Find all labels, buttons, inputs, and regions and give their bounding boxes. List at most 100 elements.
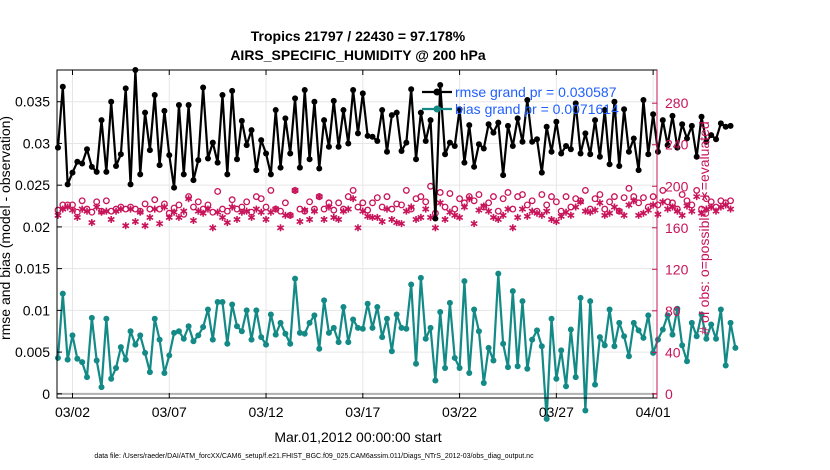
rmse-point xyxy=(359,90,366,97)
x-axis-ticks: 03/02 03/07 03/12 03/17 03/22 03/27 04/01 xyxy=(55,70,671,420)
rmse-point xyxy=(277,164,284,171)
obs-evaluated-stroke xyxy=(673,208,681,214)
bias-point xyxy=(611,343,618,350)
x-axis-label: Mar.01,2012 00:00:00 start xyxy=(274,429,441,445)
rmse-point xyxy=(563,142,570,149)
obs-evaluated-stroke xyxy=(659,199,667,205)
bias-point xyxy=(601,342,608,349)
obs-evaluated-stroke xyxy=(668,204,677,210)
obs-evaluated-stroke xyxy=(388,216,396,223)
obs-evaluated-stroke xyxy=(572,204,580,210)
rmse-point xyxy=(558,150,565,157)
obs-evaluated-stroke xyxy=(562,209,570,215)
obs-evaluated-marker xyxy=(552,218,560,226)
rmse-point xyxy=(572,100,579,107)
bias-point xyxy=(475,328,482,335)
rmse-point xyxy=(480,145,487,152)
obs-evaluated-stroke xyxy=(339,208,348,214)
obs-evaluated-marker xyxy=(349,195,357,203)
bias-point xyxy=(625,353,632,360)
rmse-point xyxy=(543,123,550,130)
obs-evaluated-stroke xyxy=(634,212,643,218)
rmse-point xyxy=(214,159,221,166)
bias-point xyxy=(185,323,192,330)
obs-possible-marker xyxy=(446,190,454,197)
obs-evaluated-stroke xyxy=(523,213,531,220)
obs-evaluated-marker xyxy=(683,202,691,210)
rmse-point xyxy=(316,165,323,172)
obs-possible-marker xyxy=(678,191,686,199)
x-tick-label: 03/17 xyxy=(345,404,380,420)
rmse-point xyxy=(601,107,608,114)
bias-point xyxy=(558,347,565,354)
rmse-point xyxy=(248,127,255,134)
bias-point xyxy=(263,341,270,348)
obs-evaluated-stroke xyxy=(644,207,652,213)
obs-evaluated-marker xyxy=(402,207,410,215)
bias-point xyxy=(113,364,120,371)
obs-evaluated-stroke xyxy=(233,216,241,223)
bias-point xyxy=(432,377,439,384)
rmse-point xyxy=(582,130,589,137)
obs-evaluated-marker xyxy=(668,203,677,211)
obs-possible-marker xyxy=(441,203,449,211)
obs-evaluated-stroke xyxy=(552,218,560,225)
obs-evaluated-marker xyxy=(586,208,594,216)
rmse-point xyxy=(161,107,168,114)
obs-evaluated-marker xyxy=(126,205,135,213)
obs-evaluated-stroke xyxy=(654,211,662,217)
bias-point xyxy=(321,297,328,304)
obs-evaluated-marker xyxy=(228,203,236,211)
bias-point xyxy=(403,325,410,332)
obs-evaluated-marker xyxy=(257,208,265,216)
obs-evaluated-stroke xyxy=(446,209,454,215)
bias-point xyxy=(606,306,613,313)
bias-point xyxy=(282,330,289,337)
obs-evaluated-marker xyxy=(407,203,415,211)
obs-evaluated-marker xyxy=(339,207,348,215)
obs-evaluated-marker xyxy=(291,186,299,194)
obs-evaluated-stroke xyxy=(78,206,86,212)
rmse-point xyxy=(408,86,415,93)
rmse-point xyxy=(422,137,429,144)
rmse-point xyxy=(413,156,420,163)
rmse-point xyxy=(451,142,458,149)
rmse-point xyxy=(117,151,124,158)
rmse-point xyxy=(185,102,192,109)
obs-evaluated-marker xyxy=(475,206,483,214)
bias-point xyxy=(654,336,661,343)
rmse-point xyxy=(200,84,207,91)
bias-point xyxy=(490,357,497,364)
rmse-point xyxy=(384,148,390,155)
rmse-point xyxy=(703,138,710,145)
obs-evaluated-stroke xyxy=(199,210,207,216)
rmse-point xyxy=(475,141,482,148)
rmse-point xyxy=(514,115,521,122)
obs-possible-marker xyxy=(606,198,614,206)
obs-evaluated-stroke xyxy=(160,204,169,210)
obs-evaluated-stroke xyxy=(122,223,130,229)
obs-evaluated-marker xyxy=(247,213,256,221)
y-left-tick-label: 0.005 xyxy=(15,344,50,360)
rmse-point xyxy=(345,140,352,147)
obs-possible-marker xyxy=(509,205,517,213)
y-left-tick-label: 0 xyxy=(42,386,50,402)
bias-point xyxy=(175,328,182,335)
y-right-tick-label: 0 xyxy=(665,386,673,402)
obs-evaluated-marker xyxy=(330,213,338,221)
obs-evaluated-marker xyxy=(383,205,391,213)
bias-point xyxy=(122,356,129,363)
bias-point xyxy=(54,354,61,361)
obs-evaluated-stroke xyxy=(54,212,62,218)
bias-point xyxy=(93,357,100,364)
obs-evaluated-marker xyxy=(315,193,323,201)
rmse-point xyxy=(137,171,144,178)
obs-possible-marker xyxy=(548,193,555,201)
bias-point xyxy=(350,316,357,323)
rmse-point xyxy=(263,150,270,157)
obs-possible-marker xyxy=(499,195,507,203)
obs-evaluated-stroke xyxy=(538,212,546,218)
rmse-point xyxy=(282,115,289,122)
obs-evaluated-marker xyxy=(378,218,386,226)
